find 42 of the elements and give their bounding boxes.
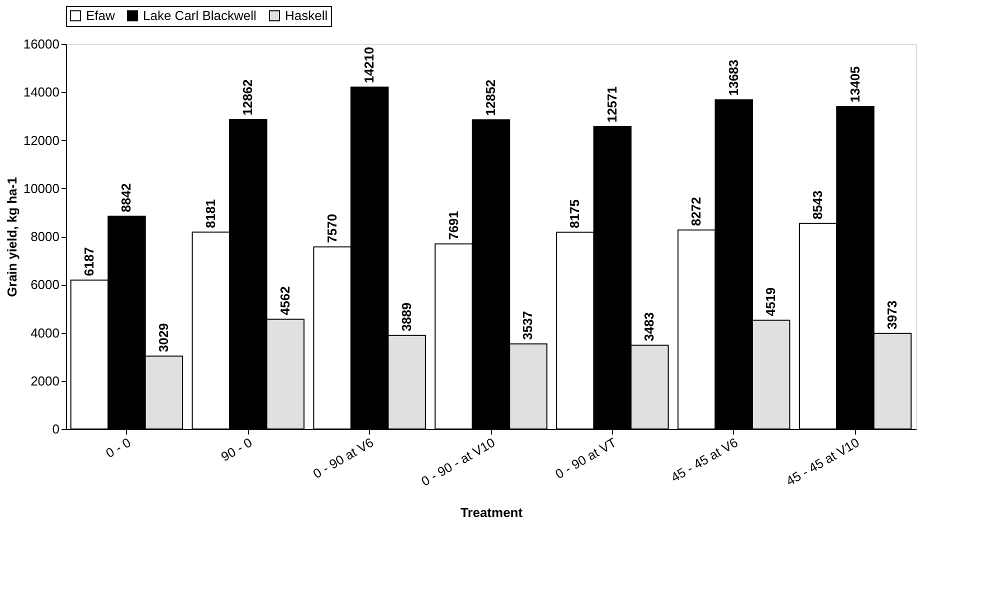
data-label: 3537 <box>520 310 536 340</box>
x-tick-label: 90 - 0 <box>218 434 255 464</box>
y-tick-label: 4000 <box>30 325 60 340</box>
y-axis-title: Grain yield, kg ha-1 <box>4 177 20 297</box>
data-label: 8175 <box>567 199 582 228</box>
data-label: 8272 <box>688 197 704 226</box>
data-label: 12852 <box>483 80 498 116</box>
data-label: 3973 <box>884 300 900 330</box>
data-label: 7691 <box>446 211 461 240</box>
x-tick-label: 0 - 90 - at V10 <box>418 434 498 489</box>
data-label: 3483 <box>642 312 657 342</box>
y-tick-label: 8000 <box>30 229 60 244</box>
x-tick-label: 0 - 90 at V6 <box>310 434 376 482</box>
data-label: 3889 <box>398 302 414 332</box>
x-axis-title: Treatment <box>460 504 524 520</box>
data-label: 13405 <box>847 66 862 102</box>
x-tick-label: 0 - 90 at VT <box>552 434 619 482</box>
legend-label: Haskell <box>285 8 328 23</box>
x-tick-label: 45 - 45 at V6 <box>668 434 740 485</box>
data-label: 4519 <box>763 287 778 316</box>
data-label: 12571 <box>604 86 620 123</box>
y-tick-label: 10000 <box>23 180 60 196</box>
data-label: 8543 <box>810 190 826 220</box>
data-label: 12862 <box>240 79 256 116</box>
data-label: 7570 <box>324 214 340 243</box>
x-tick-label: 45 - 45 at V10 <box>784 434 862 489</box>
data-label: 6187 <box>81 247 96 276</box>
y-tick-label: 6000 <box>30 277 60 292</box>
legend-label: Efaw <box>86 8 116 23</box>
data-label: 8181 <box>202 199 218 228</box>
y-tick-label: 12000 <box>23 132 60 148</box>
y-tick-label: 14000 <box>23 84 60 100</box>
y-tick-label: 16000 <box>23 36 60 52</box>
data-label: 4562 <box>277 286 292 316</box>
data-label: 13683 <box>726 60 741 96</box>
data-label: 8842 <box>118 183 134 212</box>
y-tick-label: 0 <box>52 422 60 436</box>
x-tick-label: 0 - 0 <box>103 434 134 461</box>
y-tick-label: 2000 <box>30 373 60 388</box>
legend-label: Lake Carl Blackwell <box>143 8 257 23</box>
data-label: 3029 <box>156 323 171 352</box>
data-label: 14210 <box>362 46 377 84</box>
